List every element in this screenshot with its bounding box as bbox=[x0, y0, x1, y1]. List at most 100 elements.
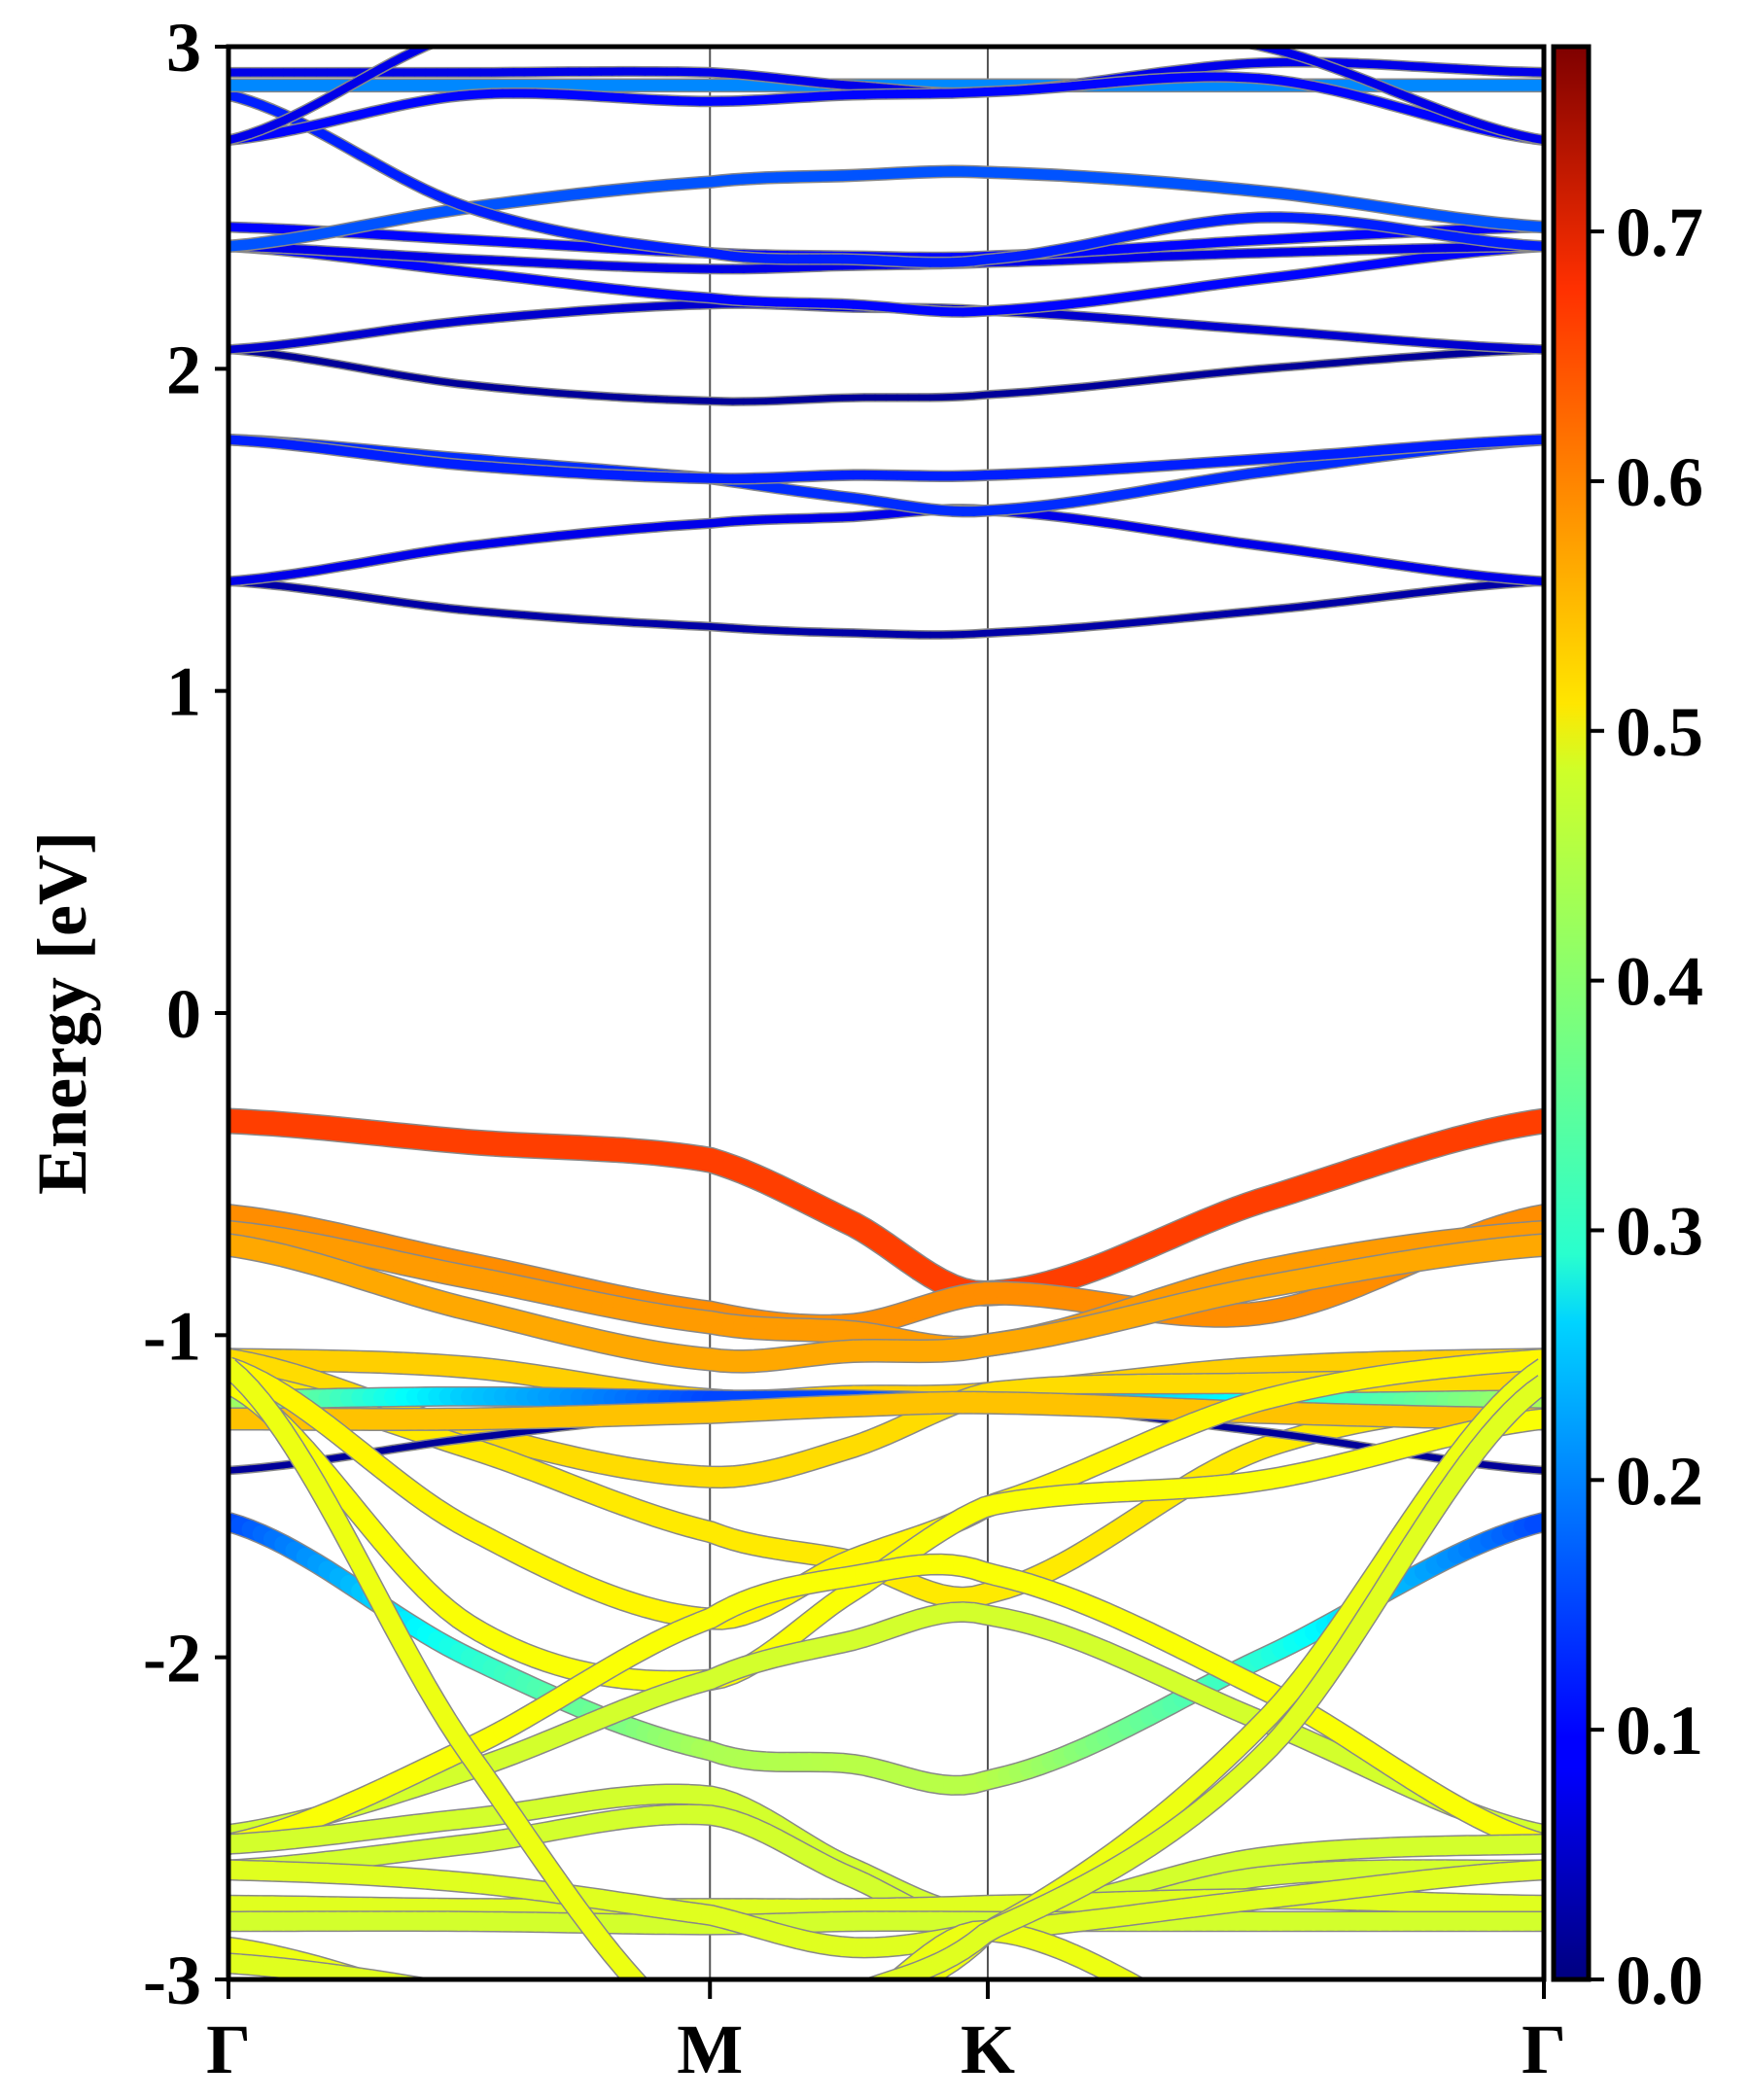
band-segment bbox=[777, 2023, 788, 2028]
band-segment bbox=[1193, 2016, 1204, 2022]
y-axis-ticks: 3 2 1 0 -1 -2 -3 bbox=[143, 9, 228, 2019]
band-segment bbox=[1205, 2021, 1215, 2026]
band bbox=[228, 577, 1544, 640]
band-segment bbox=[646, 1991, 656, 2002]
band-segment bbox=[656, 2071, 667, 2073]
band-segment bbox=[1172, 30, 1182, 32]
band-segment bbox=[448, 2006, 459, 2009]
band-segment bbox=[492, 2018, 503, 2022]
band bbox=[228, 433, 1544, 485]
band-segment bbox=[459, 1994, 470, 1996]
high-symmetry-lines bbox=[709, 47, 989, 1979]
band-segment bbox=[612, 2030, 623, 2033]
bands bbox=[228, 13, 1544, 2073]
band-segment bbox=[798, 2034, 809, 2041]
band-segment bbox=[1248, 2039, 1259, 2043]
band-segment bbox=[864, 2000, 875, 2005]
band-outline bbox=[228, 344, 1544, 406]
band-segment bbox=[601, 2028, 612, 2031]
band-segment bbox=[744, 2036, 754, 2039]
band-segment bbox=[524, 19, 535, 20]
band-segment bbox=[656, 2040, 667, 2042]
band-segment bbox=[821, 2020, 831, 2027]
band-segment bbox=[579, 2048, 590, 2052]
band-segment bbox=[1226, 39, 1237, 41]
band-segment bbox=[590, 2025, 601, 2028]
x-tick-label: Γ bbox=[1522, 2011, 1566, 2088]
band-segment bbox=[1292, 2050, 1303, 2052]
band-segment bbox=[492, 2000, 503, 2003]
band-segment bbox=[1128, 25, 1138, 26]
band-segment bbox=[524, 2029, 535, 2033]
band-segment bbox=[744, 2059, 754, 2060]
band-segment bbox=[1446, 2071, 1456, 2072]
band-segment bbox=[1029, 17, 1039, 18]
band-segment bbox=[777, 2048, 788, 2054]
band-segment bbox=[1116, 24, 1127, 25]
band-segment bbox=[1423, 2069, 1434, 2070]
band-segment bbox=[842, 2010, 853, 2015]
band-segment bbox=[974, 14, 985, 15]
band-segment bbox=[415, 1996, 426, 1999]
band-segment bbox=[1133, 1978, 1144, 1979]
band-segment bbox=[1084, 20, 1095, 21]
band-segment bbox=[798, 2013, 809, 2018]
band-segment bbox=[396, 1975, 421, 1979]
band-segment bbox=[470, 28, 480, 31]
band-segment bbox=[1434, 2070, 1445, 2071]
band-segment bbox=[437, 37, 447, 41]
band-segment bbox=[546, 2037, 557, 2041]
band-segment bbox=[459, 2009, 470, 2012]
band-segment bbox=[569, 2019, 579, 2022]
band-segment bbox=[875, 1995, 886, 2000]
band-segment bbox=[480, 25, 491, 27]
band-segment bbox=[1226, 2031, 1237, 2036]
band-segment bbox=[1280, 2048, 1291, 2051]
band-segment bbox=[634, 2065, 645, 2068]
band-segment bbox=[864, 1997, 875, 2004]
band-segment bbox=[1149, 27, 1160, 28]
band bbox=[228, 344, 1544, 406]
x-tick-label: K bbox=[961, 2011, 1015, 2088]
colorbar-tick-label: 0.1 bbox=[1616, 1692, 1703, 1769]
band-segment bbox=[557, 2016, 568, 2019]
band-segment bbox=[569, 2045, 579, 2048]
band-segment bbox=[384, 1974, 412, 1979]
band-segment bbox=[810, 2009, 821, 2013]
band-segment bbox=[1270, 2046, 1280, 2048]
band-segment bbox=[1259, 2043, 1270, 2046]
band-segment bbox=[612, 2059, 623, 2062]
band-segment bbox=[408, 1977, 429, 1979]
band-segment bbox=[842, 2011, 853, 2015]
band-segment bbox=[1357, 2062, 1368, 2064]
band-segment bbox=[1237, 2036, 1247, 2040]
band-segment bbox=[985, 15, 996, 16]
band-segment bbox=[1095, 21, 1105, 22]
band-segment bbox=[854, 1990, 864, 1994]
band bbox=[228, 504, 1544, 587]
band-segment bbox=[962, 13, 973, 14]
y-tick-label: 0 bbox=[166, 975, 201, 1053]
band-segment bbox=[513, 2025, 524, 2029]
band-segment bbox=[503, 21, 513, 23]
band-segment bbox=[1325, 2057, 1336, 2059]
band-segment bbox=[754, 2032, 765, 2036]
band-segment bbox=[810, 2027, 821, 2034]
band-segment bbox=[885, 1978, 888, 1979]
band-segment bbox=[1313, 2055, 1324, 2057]
band bbox=[228, 1888, 1544, 1920]
band-segment bbox=[546, 2013, 557, 2016]
band-segment bbox=[1105, 22, 1116, 23]
colorbar-ticks: 0.0 0.1 0.2 0.3 0.4 0.5 0.6 0.7 bbox=[1589, 193, 1703, 2019]
band-segment bbox=[1007, 16, 1018, 17]
band-segment bbox=[426, 1999, 437, 2002]
band-segment bbox=[634, 2035, 645, 2037]
colorbar-tick-label: 0.4 bbox=[1616, 943, 1703, 1021]
band-segment bbox=[1390, 2066, 1401, 2067]
band-segment bbox=[470, 2012, 480, 2014]
band-segment bbox=[754, 2056, 765, 2059]
band-segment bbox=[646, 2038, 656, 2040]
band-segment bbox=[831, 1999, 842, 2004]
band bbox=[228, 1107, 1544, 1307]
band-segment bbox=[1467, 2072, 1478, 2073]
